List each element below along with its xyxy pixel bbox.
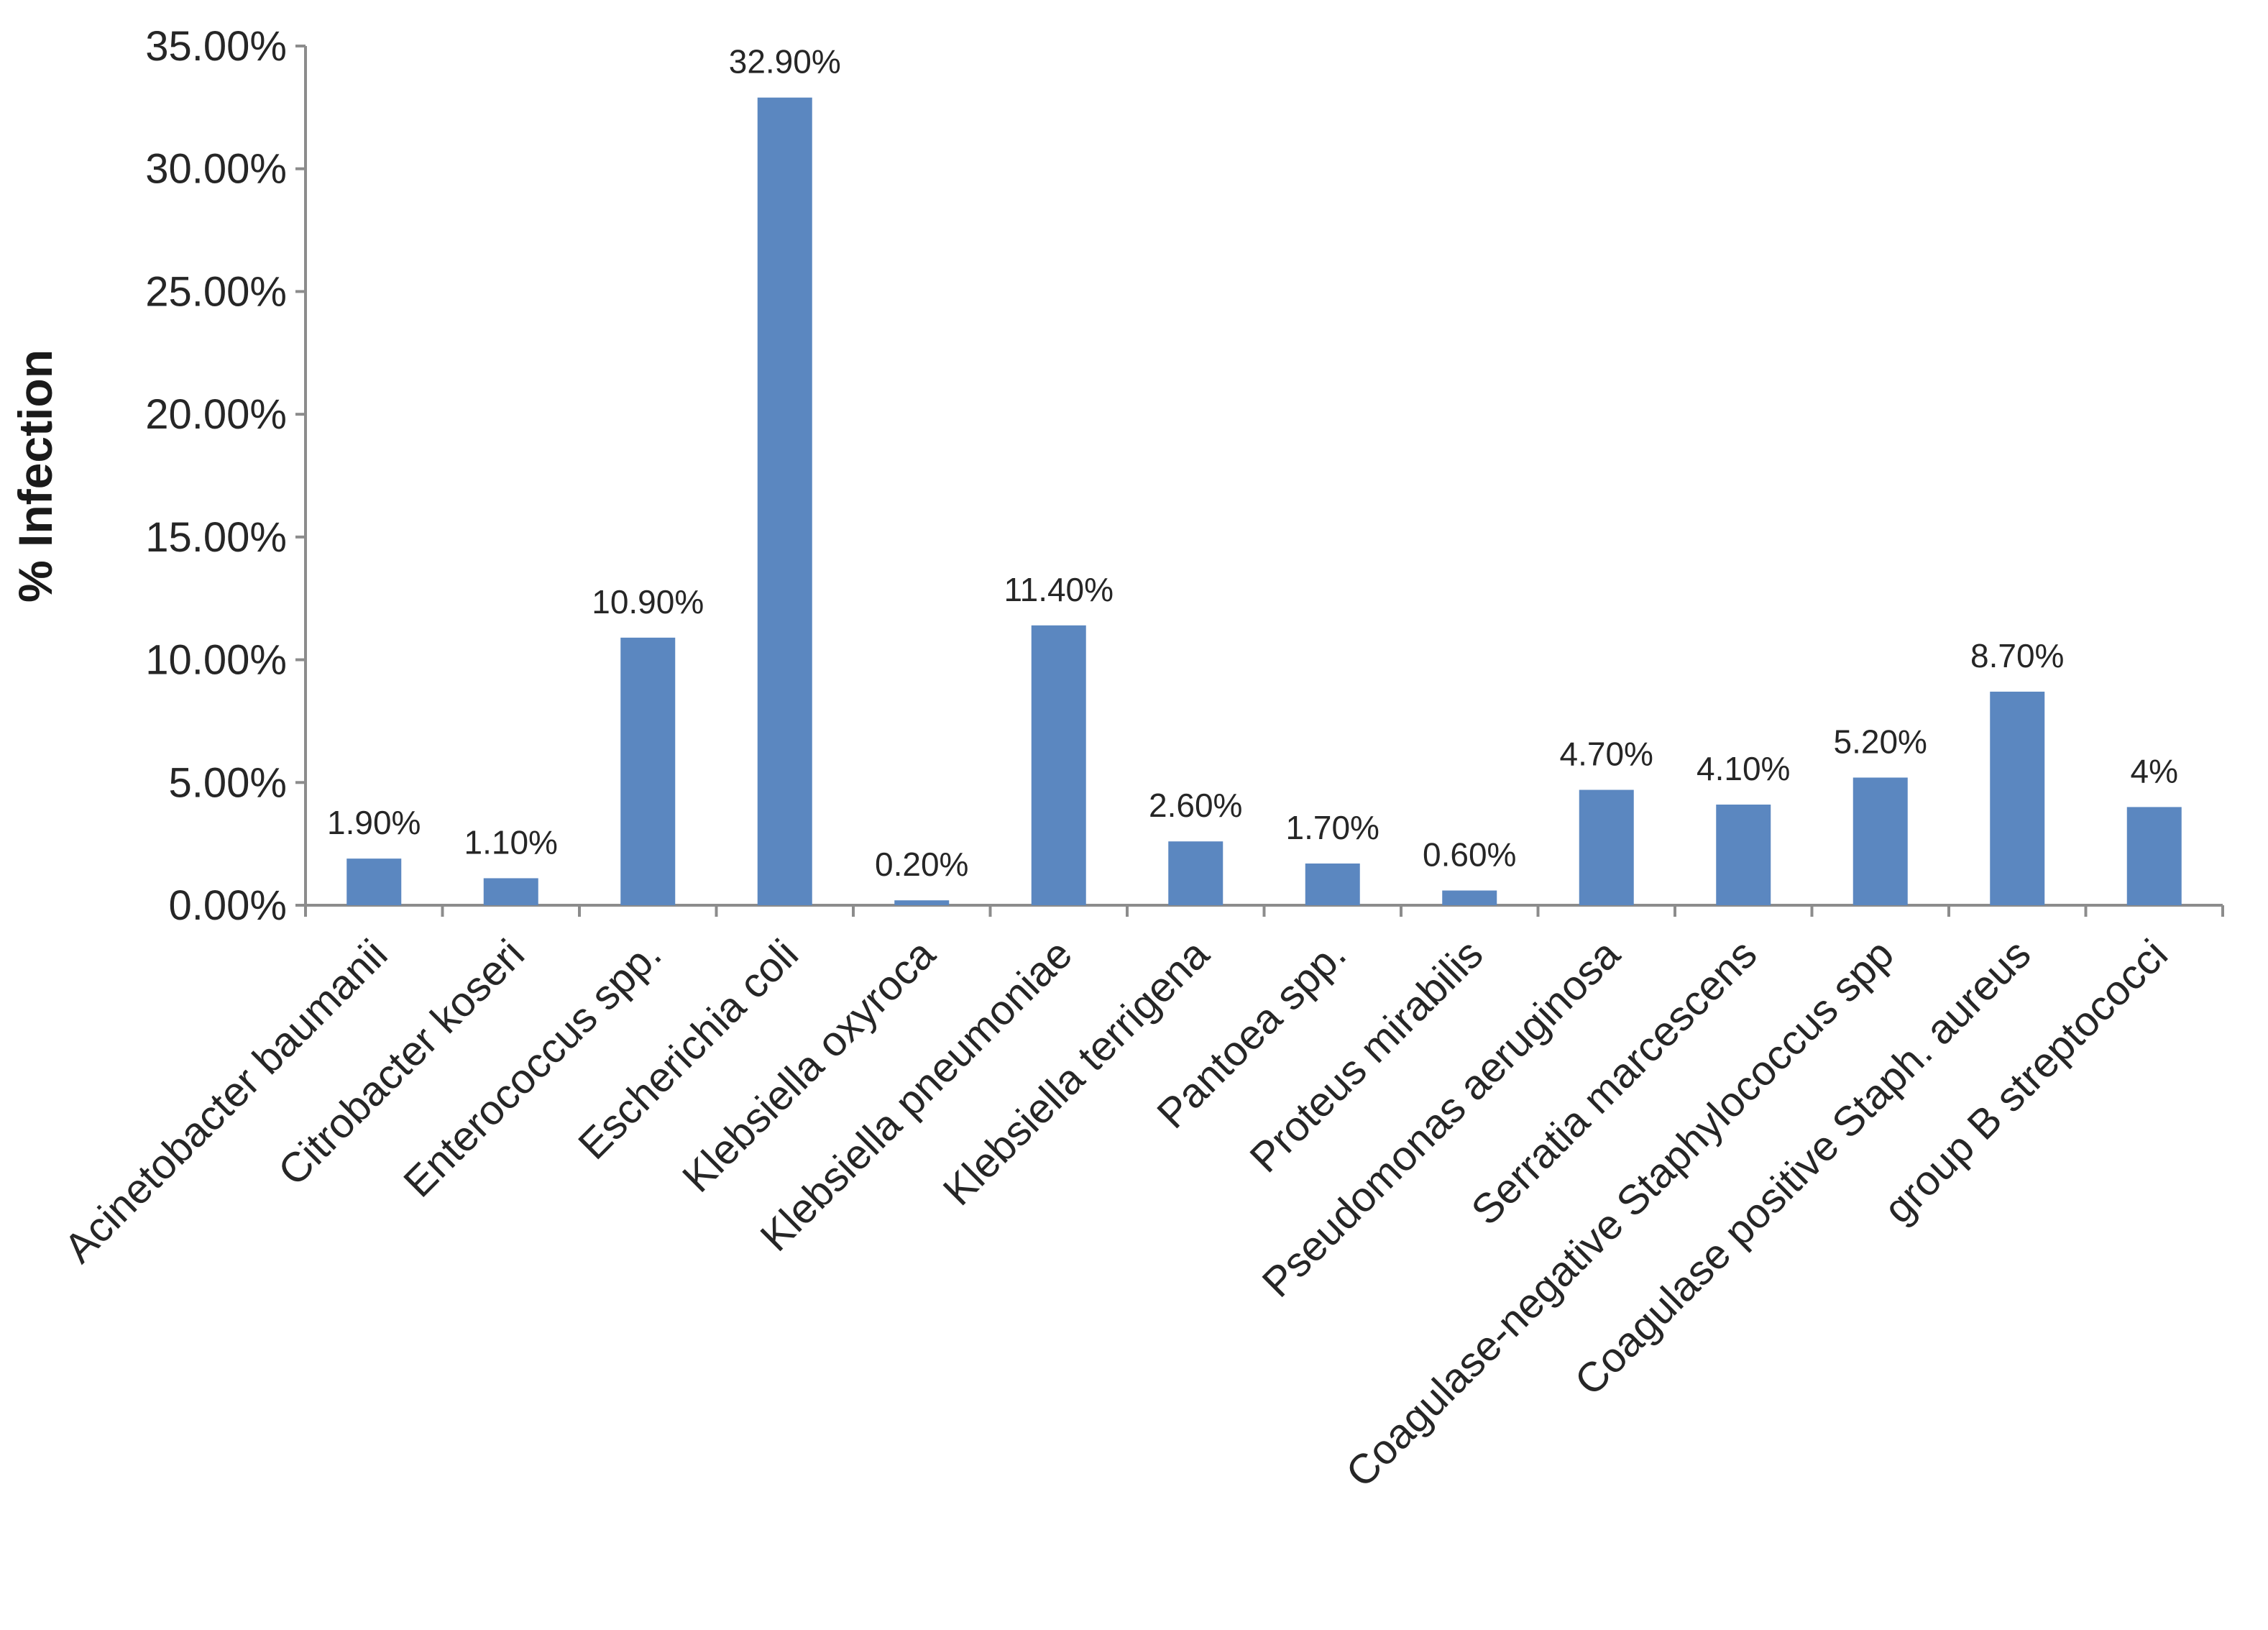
data-label: 8.70% [1970,637,2064,674]
y-tick-label: 25.00% [145,268,287,315]
bar [894,900,950,905]
category-label: Klebsiella terrigena [935,930,1218,1214]
data-label: 0.60% [1423,836,1516,874]
data-label: 10.90% [592,583,704,621]
y-tick-label: 10.00% [145,637,287,684]
bar [1852,777,1908,905]
bar [1031,625,1086,905]
chart-data-labels: 1.90% 1.10% 10.90% 32.90% 0.20% 11.40% 2.60% 1.… [327,43,2178,883]
bar [483,878,538,905]
y-tick-label: 20.00% [145,391,287,438]
y-tick-label: 35.00% [145,23,287,70]
data-label: 1.70% [1286,809,1379,846]
y-tick-label: 5.00% [169,759,287,806]
bar [2126,807,2182,905]
y-tick-label: 15.00% [145,514,287,561]
data-label: 1.90% [327,804,421,841]
y-tick-label: 30.00% [145,146,287,193]
data-label: 2.60% [1149,787,1242,824]
category-label: Citrobacter koseri [270,930,533,1194]
data-label: 32.90% [729,43,841,81]
data-label: 4% [2131,752,2178,789]
data-label: 4.10% [1697,750,1790,787]
data-label: 5.20% [1834,723,1927,760]
y-axis-ticks: 0.00% 5.00% 10.00% 15.00% 20.00% 25.00% 30.00%… [145,23,306,929]
bar [620,637,676,905]
y-tick-label: 0.00% [169,882,287,929]
bar [1716,805,1771,905]
bar [1305,863,1360,905]
chart-bars [346,97,2182,906]
bar [1442,890,1497,905]
bar [1579,789,1634,905]
bar [1990,691,2045,905]
data-label: 4.70% [1560,736,1653,773]
category-label: Klebsiella oxyroca [674,930,945,1201]
category-label: Proteus mirabilis [1241,930,1492,1181]
chart-axes [304,46,2223,907]
y-axis-title: % Infection [9,349,62,603]
bar [757,97,812,906]
data-label: 1.10% [464,823,558,861]
category-label: Enterococcus spp. [395,930,670,1206]
bar [346,859,402,905]
data-label: 11.40% [1004,571,1114,608]
data-label: 0.20% [875,846,968,883]
bar [1168,841,1223,905]
